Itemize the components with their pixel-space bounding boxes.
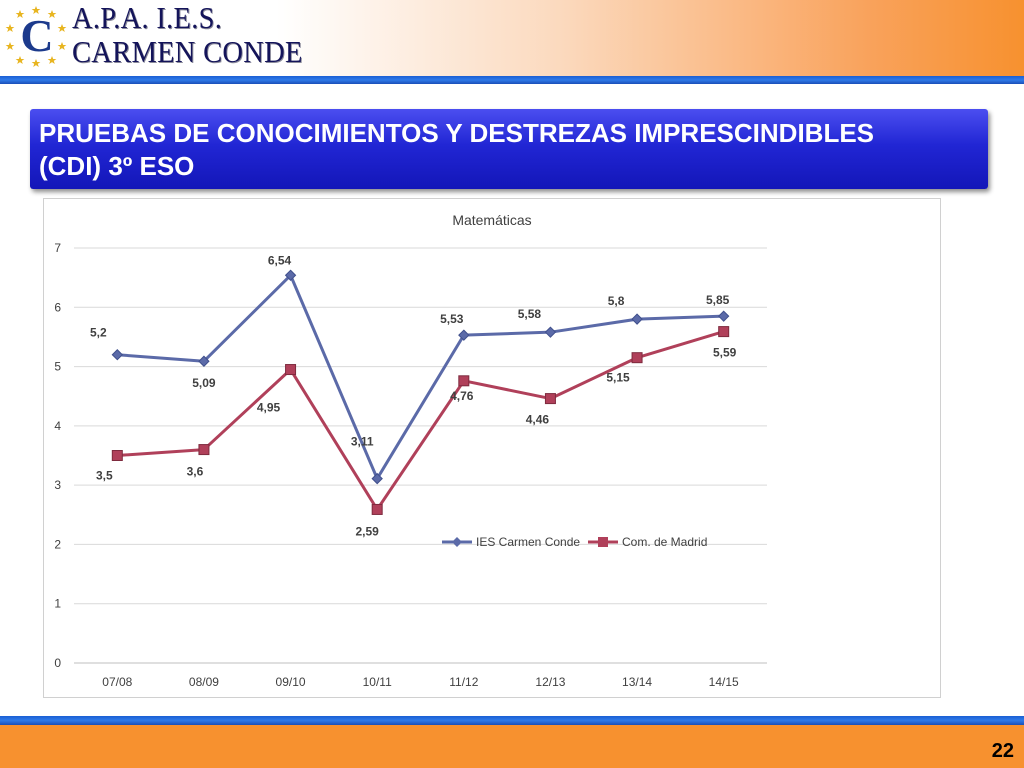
data-label: 4,95 [257,401,281,415]
x-tick-label: 10/11 [363,675,392,689]
data-label: 2,59 [356,524,380,538]
x-tick-label: 12/13 [535,675,565,689]
legend-marker [452,537,462,547]
data-point [458,329,470,341]
data-point [371,503,383,515]
slide-title-line2: (CDI) 3º ESO [39,151,195,181]
data-point [111,450,123,461]
data-label: 4,76 [450,389,474,403]
y-tick-label: 4 [54,419,61,433]
data-label: 5,2 [90,326,107,340]
y-tick-label: 2 [54,537,61,551]
data-point [718,326,730,338]
y-tick-label: 3 [54,478,61,492]
x-tick-label: 11/12 [449,675,478,689]
legend-label: Com. de Madrid [622,535,707,549]
data-point [284,269,297,281]
org-name-line1: A.P.A. I.E.S. [72,0,223,35]
data-point [198,444,210,456]
y-tick-label: 6 [54,300,61,314]
line-chart: Matemáticas 0 1 2 3 4 5 6 7 07/08 08/09 09/10 10/11 1… [54,212,767,689]
page-number: 22 [991,740,1014,762]
x-tick-label: 13/14 [622,675,652,689]
data-label: 4,46 [526,413,550,427]
data-point [544,393,556,405]
data-label: 3,11 [351,435,374,449]
logo-letter: C [20,10,53,61]
data-label: 3,5 [96,469,113,483]
data-point [544,326,557,338]
legend-label: IES Carmen Conde [476,535,580,549]
data-point [458,375,470,387]
header-bar [0,0,1024,76]
data-label: 5,15 [606,371,630,385]
x-tick-label: 09/10 [276,675,306,689]
data-label: 5,09 [192,376,216,390]
data-label: 5,8 [608,294,625,308]
school-logo-icon: C [5,6,67,67]
data-point [111,349,124,361]
data-label: 5,85 [706,293,730,307]
legend-marker [598,537,608,547]
y-tick-label: 5 [54,360,61,374]
data-point [631,352,643,364]
data-point [717,310,730,322]
data-point [285,364,297,376]
data-point [198,355,210,367]
header-divider [0,76,1024,84]
footer-bar [0,725,1024,768]
y-tick-label: 0 [54,656,61,670]
chart-title: Matemáticas [452,212,531,228]
slide-title-line1: PRUEBAS DE CONOCIMIENTOS Y DESTREZAS IMP… [39,118,875,148]
data-label: 5,59 [713,346,737,360]
series-line [117,330,725,511]
x-tick-label: 07/08 [102,675,132,689]
slide-title-box: PRUEBAS DE CONOCIMIENTOS Y DESTREZAS IMP… [30,109,988,189]
y-tick-label: 7 [54,241,61,255]
x-tick-label: 14/15 [709,675,739,689]
series-line [117,273,724,481]
chart-area: Matemáticas 0 1 2 3 4 5 6 7 07/08 08/09 09/10 10/11 1… [43,198,941,698]
data-point [371,472,383,485]
footer-divider [0,716,1024,725]
data-label: 5,58 [518,307,542,321]
y-tick-label: 1 [54,597,61,611]
data-label: 3,6 [187,465,204,479]
org-name-line2: CARMEN CONDE [72,34,303,69]
data-label: 6,54 [268,253,292,267]
x-tick-label: 08/09 [189,675,219,689]
data-point [631,313,643,325]
data-label: 5,53 [440,312,464,326]
